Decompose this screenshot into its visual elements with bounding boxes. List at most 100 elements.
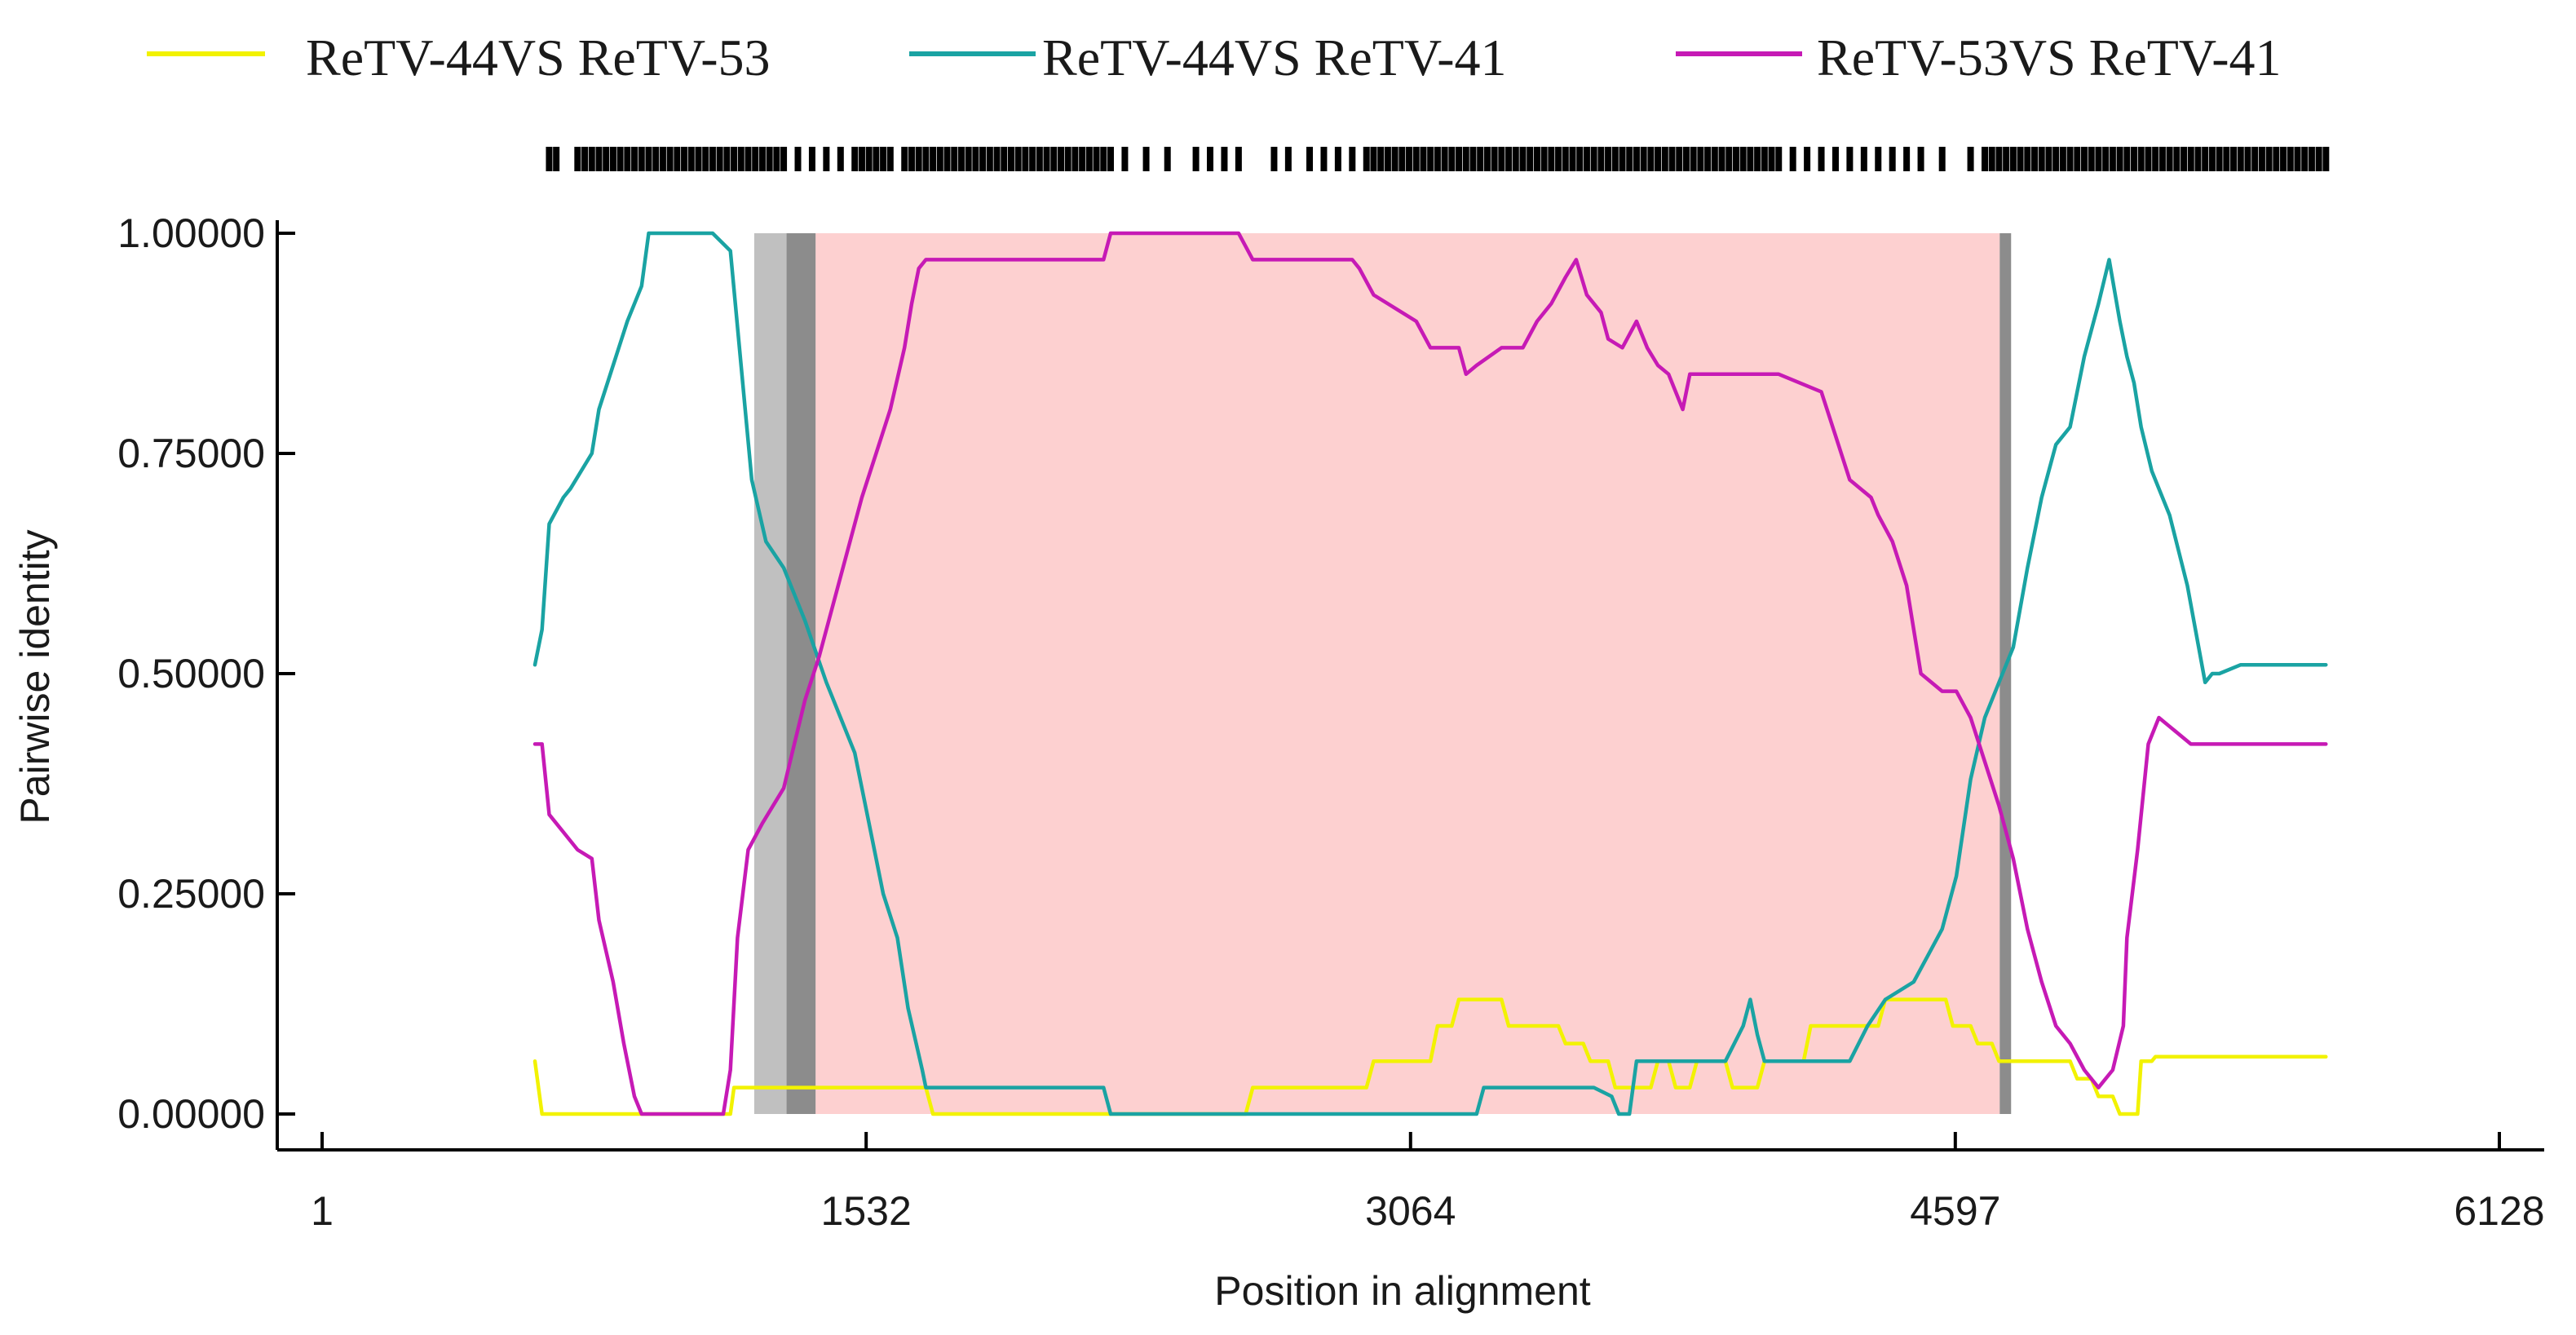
variable-site-mark (1491, 147, 1498, 171)
variable-site-mark (1597, 147, 1605, 171)
variable-site-mark (2116, 147, 2123, 171)
variable-site-mark (2181, 147, 2188, 171)
shaded-regions (753, 233, 2012, 1114)
variable-site-mark (1100, 147, 1107, 171)
variable-site-mark (2088, 147, 2095, 171)
variable-site-mark (2152, 147, 2159, 171)
variable-site-mark (837, 147, 844, 171)
variable-site-mark (901, 147, 908, 171)
variable-site-mark (609, 147, 616, 171)
series-lines (532, 231, 2328, 1116)
variable-site-mark (1469, 147, 1477, 171)
variable-site-mark (2052, 147, 2060, 171)
variable-site-mark (2123, 147, 2131, 171)
variable-site-mark (1576, 147, 1584, 171)
variable-site-mark (1548, 147, 1555, 171)
variable-site-mark (2158, 147, 2166, 171)
x-tick-label: 4597 (1910, 1188, 2000, 1234)
variable-site-mark (2230, 147, 2238, 171)
legend: ReTV-44VS ReTV-53 ReTV-44VS ReTV-41 ReTV-5… (147, 29, 2282, 86)
shaded-region (753, 233, 787, 1114)
variable-site-mark (808, 147, 815, 171)
y-tick-label: 0.75000 (117, 431, 265, 476)
variable-site-mark (723, 147, 731, 171)
variable-site-mark (915, 147, 922, 171)
shaded-region (815, 233, 2000, 1114)
variable-site-mark (2102, 147, 2110, 171)
variable-site-mark (2166, 147, 2173, 171)
variable-site-mark (1363, 147, 1370, 171)
variable-site-mark (1747, 147, 1754, 171)
variable-site-mark (1889, 147, 1896, 171)
variable-site-mark (1398, 147, 1406, 171)
variable-site-mark (1029, 147, 1036, 171)
variable-site-mark (1761, 147, 1768, 171)
y-axis-title: Pairwise identity (12, 529, 58, 824)
variable-site-mark (1640, 147, 1647, 171)
variable-site-mark (1462, 147, 1469, 171)
variable-site-mark (1427, 147, 1434, 171)
variable-site-mark (1739, 147, 1747, 171)
variable-site-mark (1107, 147, 1114, 171)
variable-site-mark (851, 147, 859, 171)
variable-site-mark (1014, 147, 1022, 171)
variable-site-mark (943, 147, 951, 171)
variable-site-mark (1441, 147, 1448, 171)
variable-site-mark (631, 147, 638, 171)
variable-site-mark (1626, 147, 1633, 171)
variable-site-mark (2145, 147, 2152, 171)
variable-site-mark (1320, 147, 1328, 171)
variable-site-mark (2202, 147, 2209, 171)
variable-site-mark (1512, 147, 1519, 171)
variable-site-mark (1704, 147, 1712, 171)
variable-site-mark (574, 147, 581, 171)
variable-site-mark (737, 147, 745, 171)
variable-site-mark (794, 147, 802, 171)
variable-site-mark (986, 147, 993, 171)
variable-site-mark (1718, 147, 1725, 171)
x-axis-title: Position in alignment (1214, 1268, 1590, 1314)
variable-site-mark (588, 147, 595, 171)
variable-site-mark (1846, 147, 1854, 171)
variable-site-mark (731, 147, 738, 171)
variable-site-mark (1412, 147, 1420, 171)
variable-site-mark (1121, 147, 1129, 171)
variable-site-mark (2095, 147, 2102, 171)
variable-site-mark (1533, 147, 1540, 171)
variable-site-mark (1420, 147, 1427, 171)
legend-label: ReTV-53VS ReTV-41 (1817, 29, 2282, 86)
variable-site-mark (1391, 147, 1398, 171)
variable-site-mark (1483, 147, 1491, 171)
variable-site-mark (936, 147, 943, 171)
y-tick-label: 0.25000 (117, 871, 265, 917)
variable-site-mark (1007, 147, 1014, 171)
variable-site-mark (1050, 147, 1058, 171)
variable-site-mark (2194, 147, 2202, 171)
variable-site-mark (681, 147, 688, 171)
variable-site-mark (1207, 147, 1214, 171)
variable-site-mark (2109, 147, 2116, 171)
variable-site-mark (2280, 147, 2287, 171)
variable-site-mark (1085, 147, 1093, 171)
shaded-region (1999, 233, 2012, 1114)
variable-site-mark (1562, 147, 1569, 171)
variable-site-mark (1406, 147, 1413, 171)
series-line-1 (532, 997, 2328, 1116)
variable-site-mark (745, 147, 752, 171)
variable-site-mark (659, 147, 666, 171)
variable-site-mark (2024, 147, 2031, 171)
variable-site-mark (1164, 147, 1171, 171)
variable-site-mark (1569, 147, 1576, 171)
variable-site-mark (2265, 147, 2273, 171)
variable-site-mark (886, 147, 894, 171)
variable-site-mark (595, 147, 603, 171)
variable-site-mark (1711, 147, 1718, 171)
variable-site-mark (1377, 147, 1385, 171)
variable-site-mark (1349, 147, 1356, 171)
variable-site-mark (1505, 147, 1513, 171)
x-tick-label: 6128 (2454, 1188, 2544, 1234)
variable-site-mark (2237, 147, 2244, 171)
x-tick-label: 1 (311, 1188, 334, 1234)
variable-site-mark (674, 147, 681, 171)
